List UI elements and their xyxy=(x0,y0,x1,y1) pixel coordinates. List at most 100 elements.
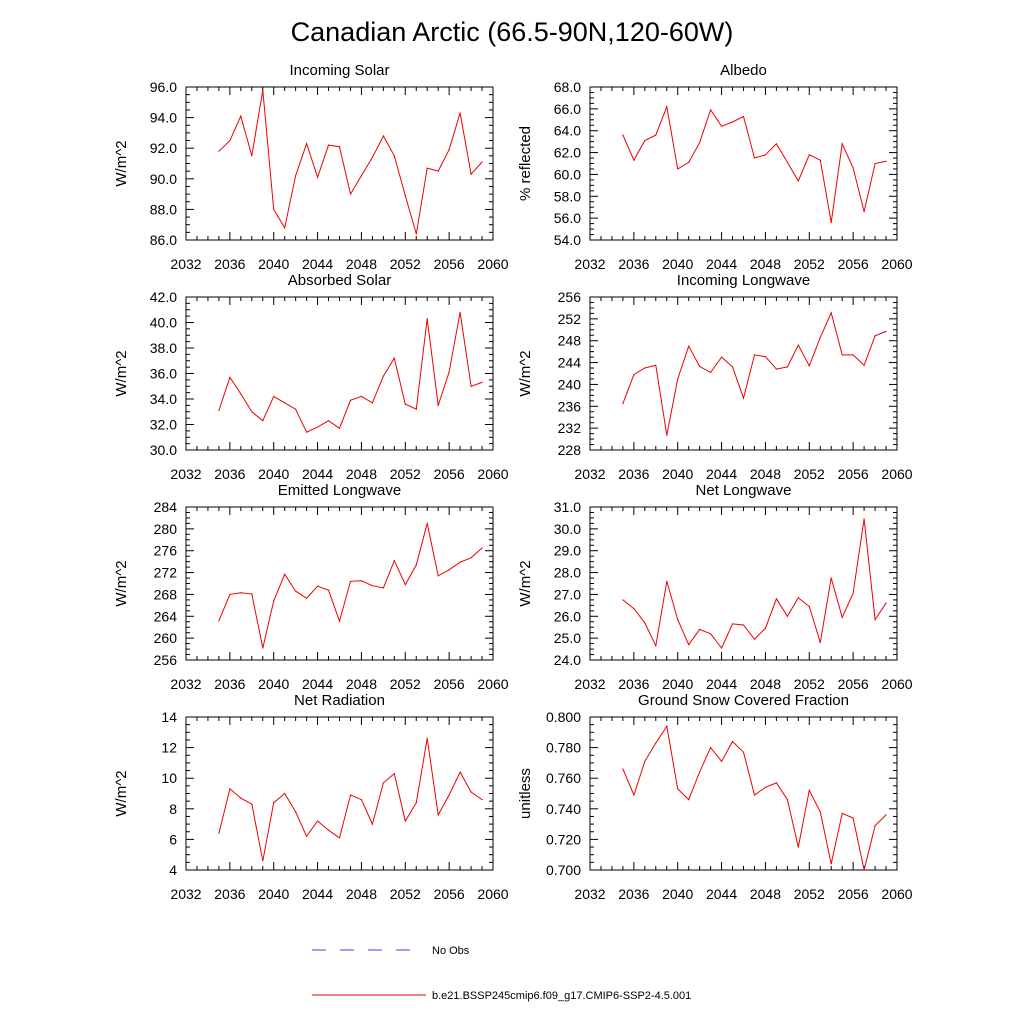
data-point xyxy=(360,580,362,582)
data-point xyxy=(360,175,362,177)
data-point xyxy=(327,420,330,422)
data-point xyxy=(218,832,220,834)
data-point xyxy=(852,592,854,594)
data-point xyxy=(393,357,395,359)
y-tick-label: 264 xyxy=(154,608,178,624)
data-point xyxy=(644,622,646,624)
data-point xyxy=(699,628,701,631)
y-tick-label: 0.780 xyxy=(546,740,581,756)
data-point xyxy=(874,162,876,165)
y-tick-label: 90.0 xyxy=(150,171,177,187)
legend: No Obs b.e21.BSSP245cmip6.f09_g17.CMIP6-… xyxy=(312,945,691,1002)
data-point xyxy=(240,115,242,117)
data-point xyxy=(295,175,297,177)
y-tick-label: 30.0 xyxy=(150,442,177,458)
y-tick-label: 256 xyxy=(558,289,582,305)
data-point xyxy=(666,580,668,582)
y-tick-label: 244 xyxy=(558,355,582,371)
y-tick-label: 32.0 xyxy=(150,417,177,433)
data-point xyxy=(404,820,406,822)
data-point xyxy=(229,140,231,142)
y-tick-label: 0.740 xyxy=(546,801,581,817)
x-tick-label: 2048 xyxy=(346,466,377,482)
data-point xyxy=(284,227,286,229)
data-point xyxy=(448,149,450,151)
data-point xyxy=(262,89,264,91)
x-tick-label: 2032 xyxy=(574,886,605,902)
data-point xyxy=(655,134,657,136)
data-point xyxy=(775,368,778,370)
y-tick-label: 68.0 xyxy=(554,79,581,95)
data-point xyxy=(481,799,483,801)
data-point xyxy=(371,402,373,404)
x-tick-label: 2036 xyxy=(618,256,649,272)
data-point xyxy=(360,395,362,397)
y-tick-label: 276 xyxy=(154,543,178,559)
y-tick-label: 60.0 xyxy=(554,166,581,182)
data-point xyxy=(841,354,843,356)
data-point xyxy=(688,644,690,646)
data-point xyxy=(295,811,297,813)
y-tick-label: 56.0 xyxy=(554,210,581,226)
data-point xyxy=(284,792,286,795)
data-point xyxy=(371,156,373,158)
x-tick-label: 2032 xyxy=(170,886,201,902)
y-tick-label: 232 xyxy=(558,420,582,436)
data-point xyxy=(382,587,384,589)
data-point xyxy=(808,154,810,156)
data-point xyxy=(426,522,428,525)
data-point xyxy=(404,403,406,405)
data-point xyxy=(338,146,341,148)
x-tick-label: 2060 xyxy=(881,466,912,482)
x-tick-label: 2060 xyxy=(477,256,508,272)
data-point xyxy=(426,737,428,740)
y-tick-label: 0.800 xyxy=(546,709,581,725)
data-point xyxy=(764,154,767,156)
x-tick-label: 2048 xyxy=(750,676,781,692)
data-point xyxy=(764,356,767,358)
data-point xyxy=(481,161,483,163)
x-tick-label: 2036 xyxy=(214,886,245,902)
data-point xyxy=(633,159,635,161)
x-tick-label: 2052 xyxy=(794,676,825,692)
panel-title: Incoming Longwave xyxy=(677,272,810,289)
y-axis-label: W/m^2 xyxy=(517,350,534,396)
data-point xyxy=(317,176,319,178)
data-point xyxy=(764,786,767,789)
data-point xyxy=(633,374,635,376)
y-tick-label: 280 xyxy=(154,521,178,537)
data-point xyxy=(764,627,767,629)
x-tick-label: 2040 xyxy=(662,676,693,692)
data-point xyxy=(633,794,635,796)
data-point xyxy=(633,608,635,610)
panel-incoming-solar: Incoming Solar 2032 2036 2040 2044 2048 2052 20… xyxy=(113,62,509,272)
x-tick-label: 2056 xyxy=(838,676,869,692)
panel-title: Absorbed Solar xyxy=(288,272,391,289)
y-tick-label: 88.0 xyxy=(150,201,177,217)
x-tick-label: 2060 xyxy=(477,676,508,692)
data-point xyxy=(852,167,854,169)
y-tick-label: 28.0 xyxy=(554,565,581,581)
data-point xyxy=(218,150,220,152)
data-point xyxy=(415,233,417,235)
x-tick-label: 2032 xyxy=(574,676,605,692)
y-tick-label: 62.0 xyxy=(554,145,581,161)
x-tick-label: 2036 xyxy=(618,676,649,692)
x-tick-label: 2040 xyxy=(662,886,693,902)
data-point xyxy=(808,365,810,367)
data-point xyxy=(393,773,395,775)
y-tick-label: 24.0 xyxy=(554,652,581,668)
y-tick-label: 0.700 xyxy=(546,862,581,878)
y-tick-label: 240 xyxy=(558,376,582,392)
x-tick-label: 2036 xyxy=(618,886,649,902)
data-point xyxy=(677,619,679,621)
y-tick-label: 94.0 xyxy=(150,110,177,126)
panel-title: Albedo xyxy=(720,62,767,79)
data-point xyxy=(218,620,220,622)
y-tick-label: 4 xyxy=(169,862,177,878)
x-tick-label: 2036 xyxy=(214,256,245,272)
data-point xyxy=(731,740,734,743)
data-point xyxy=(742,624,745,626)
data-point xyxy=(437,814,439,816)
